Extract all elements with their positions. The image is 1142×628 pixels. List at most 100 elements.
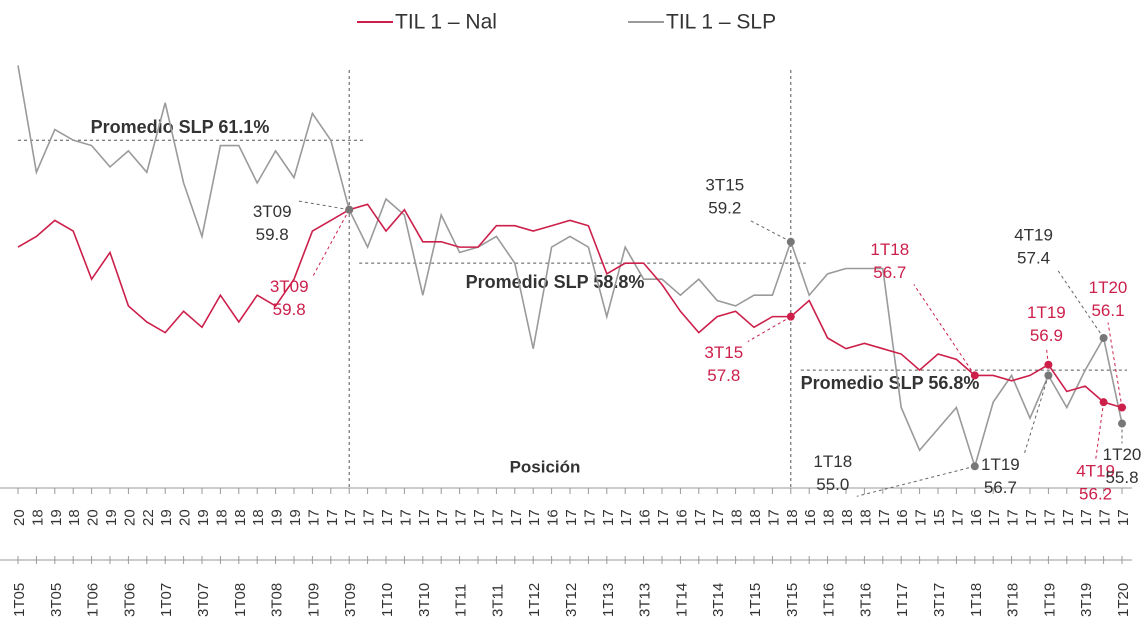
x-tick-label: 3T05 xyxy=(48,583,65,617)
position-value: 18 xyxy=(784,509,801,526)
position-value: 17 xyxy=(416,509,433,526)
annotated-point xyxy=(1118,403,1126,412)
annotation-value: 59.8 xyxy=(256,225,289,244)
position-value: 17 xyxy=(986,509,1003,526)
x-tick-label: 3T11 xyxy=(489,584,506,617)
position-value: 18 xyxy=(250,509,267,526)
annotation-leader xyxy=(296,200,350,211)
annotation-value: 56.9 xyxy=(1030,326,1063,345)
position-value: 17 xyxy=(453,509,470,526)
position-value: 17 xyxy=(361,509,378,526)
position-label: Posición xyxy=(510,457,581,476)
position-value: 17 xyxy=(1115,509,1132,526)
annotation-leader xyxy=(913,284,976,376)
annotated-point xyxy=(970,462,979,471)
annotation-quarter: 1T18 xyxy=(813,452,852,471)
position-value: 16 xyxy=(894,509,911,526)
x-tick-label: 1T06 xyxy=(85,583,102,617)
position-value: 17 xyxy=(710,509,727,526)
position-value: 19 xyxy=(195,509,212,526)
position-value: 17 xyxy=(508,509,525,526)
position-value: 18 xyxy=(213,509,230,526)
x-tick-label: 3T12 xyxy=(563,583,580,617)
position-value: 18 xyxy=(839,509,856,526)
x-tick-label: 3T16 xyxy=(857,583,874,617)
x-tick-label: 1T15 xyxy=(747,583,764,617)
annotation-leader xyxy=(1095,402,1105,461)
annotated-point xyxy=(786,312,795,321)
annotation-quarter: 3T09 xyxy=(253,202,292,221)
position-value: 17 xyxy=(1078,509,1095,526)
annotated-point xyxy=(1044,360,1053,369)
position-value: 16 xyxy=(968,509,985,526)
position-value: 17 xyxy=(471,509,488,526)
annotated-point xyxy=(1118,419,1126,428)
position-value: 18 xyxy=(857,509,874,526)
annotation-quarter: 1T20 xyxy=(1103,445,1142,464)
annotation-quarter: 4T19 xyxy=(1014,225,1053,244)
position-value: 20 xyxy=(177,509,194,526)
position-value: 18 xyxy=(747,509,764,526)
annotation-quarter: 1T18 xyxy=(870,240,909,259)
position-value: 17 xyxy=(765,509,782,526)
position-value: 17 xyxy=(1023,509,1040,526)
annotated-point xyxy=(1044,371,1053,380)
x-tick-label: 1T08 xyxy=(232,583,249,617)
position-value: 17 xyxy=(526,509,543,526)
annotation-leader xyxy=(748,219,792,243)
x-tick-label: 3T10 xyxy=(416,583,433,617)
annotation-value: 56.2 xyxy=(1079,485,1112,504)
position-value: 16 xyxy=(637,509,654,526)
average-label: Promedio SLP 56.8% xyxy=(801,373,980,393)
position-value: 19 xyxy=(158,509,175,526)
x-tick-label: 1T20 xyxy=(1115,583,1132,617)
x-tick-label: 1T12 xyxy=(526,583,543,617)
position-value: 20 xyxy=(85,509,102,526)
annotated-point xyxy=(345,205,354,214)
x-tick-label: 3T17 xyxy=(931,583,948,617)
annotation-quarter: 3T09 xyxy=(270,277,309,296)
x-tick-label: 3T07 xyxy=(195,583,212,617)
annotation-quarter: 1T20 xyxy=(1089,278,1128,297)
annotation-leader xyxy=(312,209,350,276)
annotation-leader xyxy=(1107,322,1123,408)
position-value: 17 xyxy=(655,509,672,526)
x-tick-label: 1T18 xyxy=(968,583,985,617)
position-value: 19 xyxy=(287,509,304,526)
annotation-quarter: 3T15 xyxy=(704,343,743,362)
annotated-point xyxy=(1099,398,1108,407)
annotation-leader xyxy=(1023,375,1049,454)
position-value: 18 xyxy=(232,509,249,526)
annotation-leader xyxy=(856,465,975,497)
position-value: 17 xyxy=(397,509,414,526)
position-value: 17 xyxy=(305,509,322,526)
position-value: 18 xyxy=(729,509,746,526)
position-value: 16 xyxy=(673,509,690,526)
position-value: 22 xyxy=(140,509,157,526)
x-tick-label: 1T11 xyxy=(453,584,470,617)
position-value: 19 xyxy=(269,509,286,526)
position-value: 18 xyxy=(29,509,46,526)
legend-label: TIL 1 – Nal xyxy=(395,11,497,34)
annotated-point xyxy=(1099,334,1108,342)
position-value: 19 xyxy=(103,509,120,526)
position-value: 17 xyxy=(379,509,396,526)
position-value: 16 xyxy=(802,509,819,526)
annotation-value: 59.2 xyxy=(708,198,741,217)
position-value: 17 xyxy=(876,509,893,526)
annotation-quarter: 1T19 xyxy=(1027,303,1066,322)
position-value: 17 xyxy=(618,509,635,526)
x-tick-label: 1T09 xyxy=(305,583,322,617)
x-tick-label: 3T09 xyxy=(342,583,359,617)
x-tick-label: 3T14 xyxy=(710,583,727,617)
position-value: 17 xyxy=(342,509,359,526)
x-tick-label: 1T19 xyxy=(1041,583,1058,617)
annotation-value: 56.7 xyxy=(984,478,1017,497)
annotation-value: 56.1 xyxy=(1091,301,1124,320)
position-value: 17 xyxy=(1060,509,1077,526)
x-tick-label: 1T07 xyxy=(158,583,175,617)
position-value: 17 xyxy=(1097,509,1114,526)
annotation-leader xyxy=(1057,269,1105,339)
annotation-value: 56.7 xyxy=(873,263,906,282)
